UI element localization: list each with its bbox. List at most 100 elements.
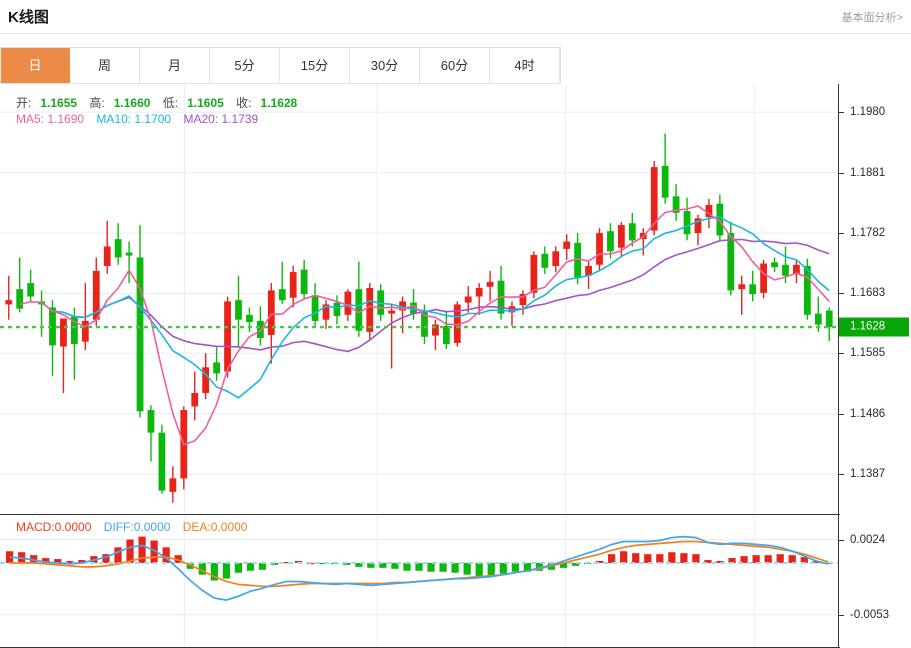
candle-body-40 bbox=[442, 325, 450, 345]
macd-bar-17 bbox=[210, 562, 218, 581]
tab-1[interactable]: 周 bbox=[70, 48, 140, 83]
candle-body-8 bbox=[92, 270, 100, 320]
candle-body-75 bbox=[825, 310, 833, 328]
macd-bar-57 bbox=[692, 554, 700, 563]
macd-value-legend: MACD:0.0000 bbox=[16, 520, 92, 534]
candle-body-63 bbox=[694, 218, 702, 234]
candle-body-70 bbox=[771, 262, 778, 268]
tab-3[interactable]: 5分 bbox=[210, 48, 280, 83]
candle-body-10 bbox=[114, 239, 122, 258]
candle-body-25 bbox=[278, 289, 286, 301]
macd-bar-46 bbox=[559, 562, 568, 568]
macd-bar-13 bbox=[162, 547, 170, 563]
macd-bar-30 bbox=[367, 562, 375, 568]
candle-body-11 bbox=[125, 252, 133, 256]
macd-bar-11 bbox=[138, 536, 146, 563]
macd-bar-64 bbox=[776, 554, 784, 563]
macd-bar-18 bbox=[222, 562, 230, 579]
timeframe-tabs: 日周月 5分 15分 30分 60分 4时 bbox=[0, 47, 561, 84]
macd-bar-26 bbox=[319, 562, 327, 565]
candle-body-52 bbox=[574, 242, 582, 279]
candle-body-64 bbox=[705, 204, 713, 218]
price-tick-label-3: 1.1683 bbox=[850, 287, 886, 300]
candle-body-5 bbox=[60, 318, 67, 347]
pane-separator bbox=[0, 514, 840, 515]
fundamental-analysis-link[interactable]: 基本面分析> bbox=[841, 12, 903, 24]
candle-body-39 bbox=[432, 324, 439, 336]
price-tick-label-5: 1.1486 bbox=[850, 407, 886, 420]
candle-body-30 bbox=[333, 302, 341, 317]
candle-body-21 bbox=[235, 300, 242, 320]
candle-body-51 bbox=[563, 241, 571, 249]
candle-body-32 bbox=[355, 289, 363, 331]
tab-0[interactable]: 日 bbox=[0, 48, 70, 83]
y-axis-line bbox=[838, 84, 839, 648]
macd-bar-32 bbox=[391, 562, 399, 569]
candle-body-18 bbox=[202, 367, 210, 393]
macd-bar-16 bbox=[198, 562, 206, 575]
current-price-badge: 1.1628 bbox=[839, 317, 909, 337]
macd-bar-31 bbox=[379, 562, 387, 568]
candle-body-36 bbox=[399, 301, 406, 311]
price-tick-label-0: 1.1980 bbox=[850, 106, 886, 119]
macd-bar-38 bbox=[463, 562, 471, 575]
macd-bar-9 bbox=[114, 547, 122, 563]
candle-body-4 bbox=[49, 307, 56, 346]
tab-7[interactable]: 4时 bbox=[490, 48, 560, 83]
tab-4[interactable]: 15分 bbox=[280, 48, 350, 83]
candle-body-42 bbox=[464, 296, 472, 303]
macd-bar-19 bbox=[234, 562, 243, 573]
page-header: K线图 基本面分析> bbox=[0, 0, 911, 34]
macd-bar-5 bbox=[66, 561, 74, 563]
macd-bar-39 bbox=[475, 562, 483, 577]
price-tick-mark-1 bbox=[838, 172, 844, 174]
candle-body-67 bbox=[738, 284, 746, 290]
price-tick-label-2: 1.1782 bbox=[850, 227, 886, 240]
candle-body-61 bbox=[672, 196, 680, 213]
tab-2[interactable]: 月 bbox=[140, 48, 210, 83]
candle-body-9 bbox=[103, 246, 111, 266]
price-tick-mark-6 bbox=[838, 474, 844, 476]
macd-tick-mark-0 bbox=[838, 539, 844, 541]
candle-body-2 bbox=[27, 283, 35, 297]
candle-body-1 bbox=[16, 289, 24, 309]
macd-tick-mark-1 bbox=[838, 614, 844, 616]
candle-body-74 bbox=[814, 313, 822, 325]
candle-body-69 bbox=[760, 263, 767, 293]
macd-bar-41 bbox=[499, 562, 507, 574]
macd-bar-60 bbox=[728, 558, 736, 563]
macd-bar-65 bbox=[788, 555, 796, 563]
candle-body-6 bbox=[71, 316, 78, 345]
macd-tick-label-1: -0.0053 bbox=[850, 608, 890, 621]
candle-body-62 bbox=[683, 211, 691, 235]
candle-body-66 bbox=[727, 233, 735, 291]
close-label: 收: bbox=[236, 96, 252, 110]
macd-bar-33 bbox=[403, 562, 411, 571]
dea-value-legend: DEA:0.0000 bbox=[182, 520, 248, 534]
macd-bar-29 bbox=[355, 562, 363, 567]
macd-bar-53 bbox=[644, 554, 652, 563]
ma5-legend: MA5: 1.1690 bbox=[16, 112, 85, 126]
macd-bar-40 bbox=[487, 562, 495, 576]
tab-6[interactable]: 60分 bbox=[420, 48, 490, 83]
candle-body-24 bbox=[267, 290, 275, 335]
candle-body-28 bbox=[311, 295, 319, 321]
candle-body-13 bbox=[147, 410, 155, 433]
tab-5[interactable]: 30分 bbox=[350, 48, 420, 83]
low-label: 低: bbox=[162, 96, 179, 110]
ma20-legend: MA20: 1.1739 bbox=[183, 112, 259, 126]
price-tick-mark-0 bbox=[838, 112, 844, 114]
ma-legend: MA5: 1.1690 MA10: 1.1700 MA20: 1.1739 bbox=[16, 112, 267, 126]
candle-body-49 bbox=[541, 253, 549, 268]
candle-body-68 bbox=[749, 284, 757, 295]
macd-bar-56 bbox=[680, 553, 688, 563]
price-tick-mark-2 bbox=[838, 233, 844, 235]
macd-bar-51 bbox=[620, 551, 628, 563]
macd-bar-23 bbox=[282, 561, 291, 564]
candle-body-43 bbox=[475, 287, 483, 297]
macd-bar-2 bbox=[30, 555, 38, 563]
macd-bar-12 bbox=[150, 540, 158, 563]
candle-body-33 bbox=[366, 287, 374, 332]
candle-body-35 bbox=[388, 310, 396, 314]
